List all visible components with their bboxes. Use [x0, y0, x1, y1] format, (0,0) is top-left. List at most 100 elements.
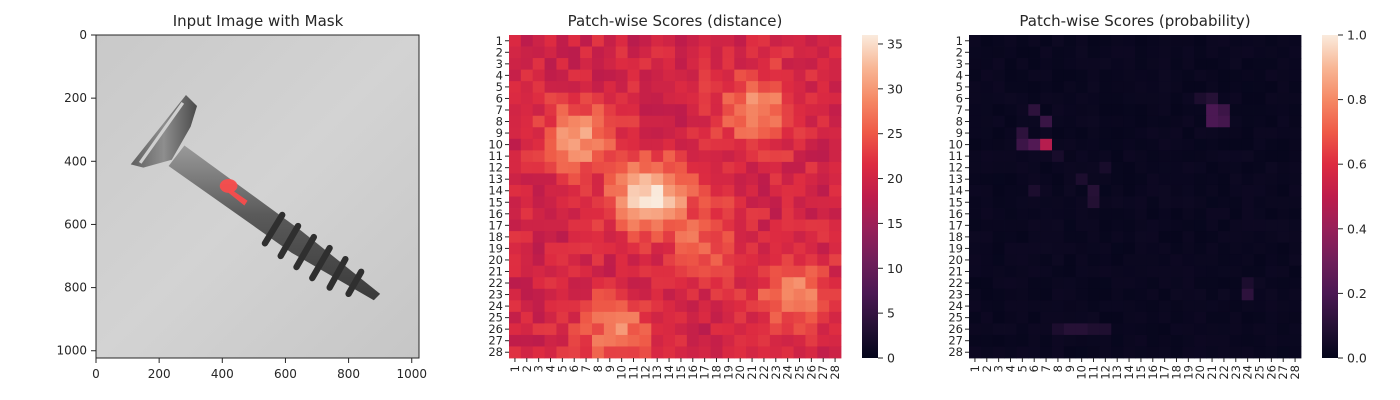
heatmap-cell [1253, 300, 1266, 313]
heatmap-cell [1016, 58, 1029, 71]
heatmap-cell [758, 58, 771, 71]
heatmap-cell [1052, 92, 1065, 105]
heatmap-cell [651, 334, 664, 347]
heatmap-cell [1087, 115, 1100, 128]
col-label: 15 [674, 365, 688, 380]
heatmap-cell [1028, 219, 1041, 232]
heatmap-cell [1170, 104, 1183, 117]
heatmap-cell [1075, 115, 1088, 128]
heatmap-cell [603, 219, 617, 232]
heatmap-cell [627, 184, 640, 197]
heatmap-cell [556, 196, 569, 209]
heatmap-cell [722, 127, 735, 140]
heatmap-cell [1063, 254, 1077, 267]
heatmap-cell [1004, 323, 1017, 336]
heatmap-cell [1146, 184, 1160, 197]
heatmap-cell [698, 300, 711, 313]
heatmap-cell [651, 277, 664, 290]
heatmap-cell [592, 288, 605, 301]
heatmap-cell [592, 35, 605, 47]
heatmap-cell [1253, 311, 1266, 324]
heatmap-cell [746, 277, 759, 290]
heatmap-cell [1289, 127, 1302, 140]
heatmap-cell [1016, 104, 1029, 117]
heatmap-cell [1099, 69, 1112, 82]
heatmap-cell [686, 35, 700, 47]
heatmap-cell [1123, 184, 1136, 197]
heatmap-cell [1277, 92, 1290, 105]
heatmap-cell [686, 196, 700, 209]
heatmap-cell [805, 92, 818, 105]
heatmap-cell [710, 277, 723, 290]
heatmap-cell [532, 81, 545, 94]
col-label: 14 [662, 365, 676, 380]
heatmap-cell [805, 346, 818, 359]
heatmap-cell [1218, 138, 1231, 151]
heatmap-cell [992, 300, 1005, 313]
heatmap-cell [1218, 231, 1231, 244]
heatmap-cell [663, 184, 676, 197]
heatmap-cell [663, 265, 676, 278]
heatmap-cell [1028, 208, 1041, 220]
heatmap-cell [698, 150, 711, 163]
heatmap-cell [969, 208, 982, 220]
heatmap-cell [544, 323, 557, 336]
heatmap-cell [1075, 184, 1088, 197]
heatmap-cell [1040, 161, 1053, 174]
heatmap-cell [1218, 196, 1231, 209]
heatmap-cell [1016, 161, 1029, 174]
heatmap-cell [1241, 115, 1254, 128]
heatmap-cell [1218, 311, 1231, 324]
heatmap-cell [1028, 127, 1041, 140]
heatmap-cell [1040, 208, 1053, 220]
heatmap-cell [520, 242, 534, 255]
heatmap-cell [734, 254, 747, 267]
colorbar-tick-label: 0.2 [1347, 286, 1367, 301]
heatmap-cell [805, 58, 818, 71]
heatmap-cell [781, 277, 794, 290]
heatmap-cell [627, 277, 640, 290]
heatmap-cell [592, 311, 605, 324]
heatmap-cell [509, 150, 522, 163]
heatmap-cell [769, 46, 783, 59]
heatmap-cell [1194, 184, 1207, 197]
heatmap-cell [651, 104, 664, 117]
heatmap-cell [1040, 323, 1053, 336]
heatmap-cell [1063, 115, 1077, 128]
heatmap-cell [509, 334, 522, 347]
heatmap-cell [1004, 231, 1017, 244]
heatmap-cell [746, 81, 759, 94]
heatmap-cell [568, 265, 581, 278]
heatmap-cell [1158, 334, 1171, 347]
heatmap-cell [1206, 69, 1219, 82]
heatmap-cell [1158, 138, 1171, 151]
heatmap-cell [1087, 242, 1100, 255]
heatmap-cell [556, 173, 569, 186]
col-label: 5 [555, 365, 569, 372]
heatmap-cell [615, 323, 628, 336]
heatmap-cell [793, 92, 806, 105]
heatmap-cell [686, 46, 700, 59]
heatmap-cell [1063, 208, 1077, 220]
heatmap-cell [722, 265, 735, 278]
heatmap-cell [781, 150, 794, 163]
heatmap-cell [698, 104, 711, 117]
heatmap-cell [1004, 288, 1017, 301]
heatmap-cell [639, 219, 652, 232]
heatmap-cell [1277, 46, 1290, 59]
heatmap-cell [746, 208, 759, 220]
heatmap-cell [734, 311, 747, 324]
heatmap-cell [769, 92, 783, 105]
heatmap-cell [781, 231, 794, 244]
heatmap-cell [722, 277, 735, 290]
heatmap-cell [532, 277, 545, 290]
heatmap-cell [1111, 300, 1124, 313]
heatmap-cell [1170, 196, 1183, 209]
heatmap-cell [592, 92, 605, 105]
heatmap-cell [1087, 277, 1100, 290]
heatmap-cell [710, 334, 723, 347]
heatmap-cell [746, 231, 759, 244]
heatmap-cell [1016, 254, 1029, 267]
input-image [95, 34, 420, 359]
heatmap-cell [1099, 150, 1112, 163]
